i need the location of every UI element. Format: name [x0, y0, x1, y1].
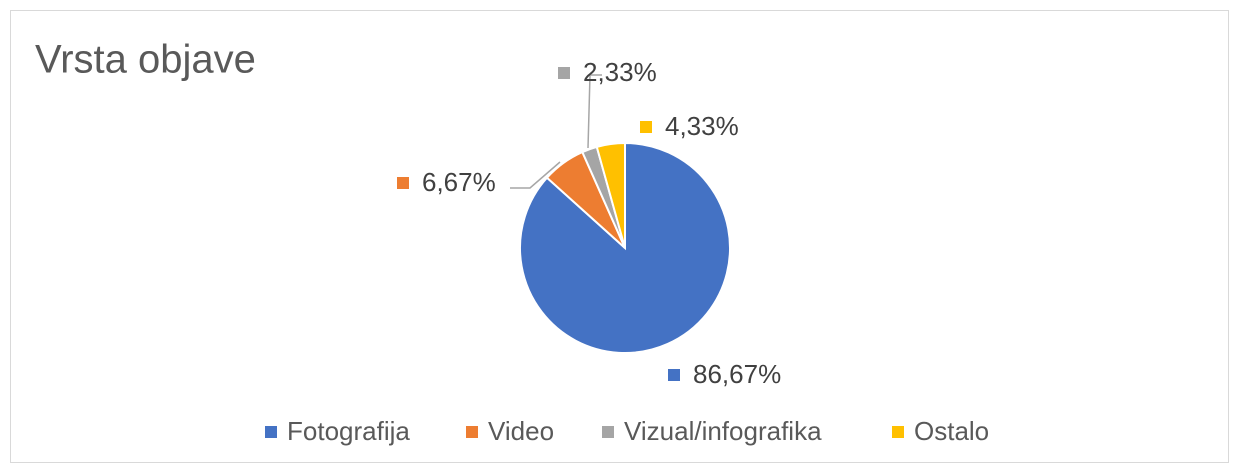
label-marker: [558, 67, 570, 79]
data-label: 4,33%: [665, 111, 739, 141]
data-label: 86,67%: [693, 359, 781, 389]
legend-marker: [892, 426, 904, 438]
legend-marker: [602, 426, 614, 438]
pie-slice: [595, 141, 626, 249]
chart-title: Vrsta objave: [35, 38, 256, 82]
legend-label: Video: [488, 416, 554, 446]
label-marker: [640, 121, 652, 133]
label-marker: [668, 369, 680, 381]
leader-line: [510, 161, 561, 189]
legend-label: Fotografija: [287, 416, 410, 446]
label-marker: [397, 177, 409, 189]
data-label: 2,33%: [583, 57, 657, 87]
legend-label: Vizual/infografika: [624, 416, 822, 446]
legend-marker: [265, 426, 277, 438]
legend-label: Ostalo: [914, 416, 989, 446]
pie-slice: [519, 141, 731, 354]
legend-marker: [466, 426, 478, 438]
leader-line: [587, 74, 602, 149]
data-label: 6,67%: [422, 167, 496, 197]
